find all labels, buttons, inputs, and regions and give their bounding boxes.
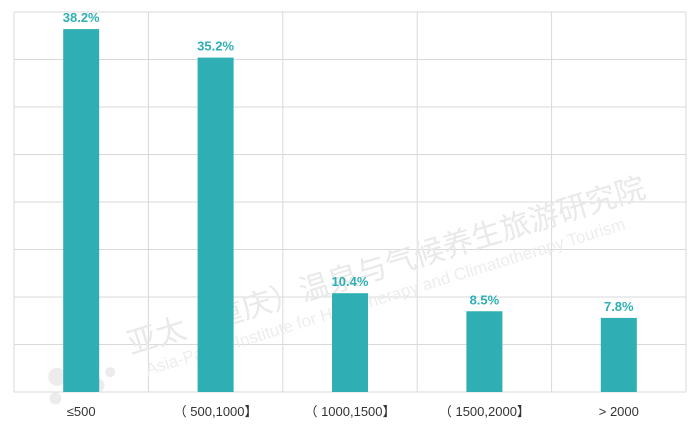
data-label: 35.2% bbox=[197, 39, 234, 54]
x-tick-label: （ 1500,2000】 bbox=[439, 404, 530, 419]
x-tick-label: > 2000 bbox=[599, 404, 639, 419]
x-tick-label: （ 1000,1500】 bbox=[304, 404, 395, 419]
data-label: 38.2% bbox=[63, 10, 100, 25]
bar bbox=[332, 293, 368, 392]
x-tick-label: （ 500,1000】 bbox=[174, 404, 258, 419]
data-label: 10.4% bbox=[332, 274, 369, 289]
bar bbox=[197, 57, 234, 392]
x-tick-labels: ≤500 （ 500,1000】 （ 1000,1500】 （ 1500,2000】 >… bbox=[67, 404, 639, 419]
data-label: 8.5% bbox=[470, 292, 500, 307]
data-labels: 38.2% 35.2% 10.4% 8.5% 7.8% bbox=[63, 10, 634, 314]
data-label: 7.8% bbox=[604, 299, 634, 314]
bar bbox=[63, 29, 100, 392]
bar bbox=[600, 317, 637, 392]
x-tick-label: ≤500 bbox=[67, 404, 96, 419]
grid-lines bbox=[13, 11, 687, 393]
bars bbox=[63, 29, 637, 392]
bar bbox=[466, 311, 503, 392]
